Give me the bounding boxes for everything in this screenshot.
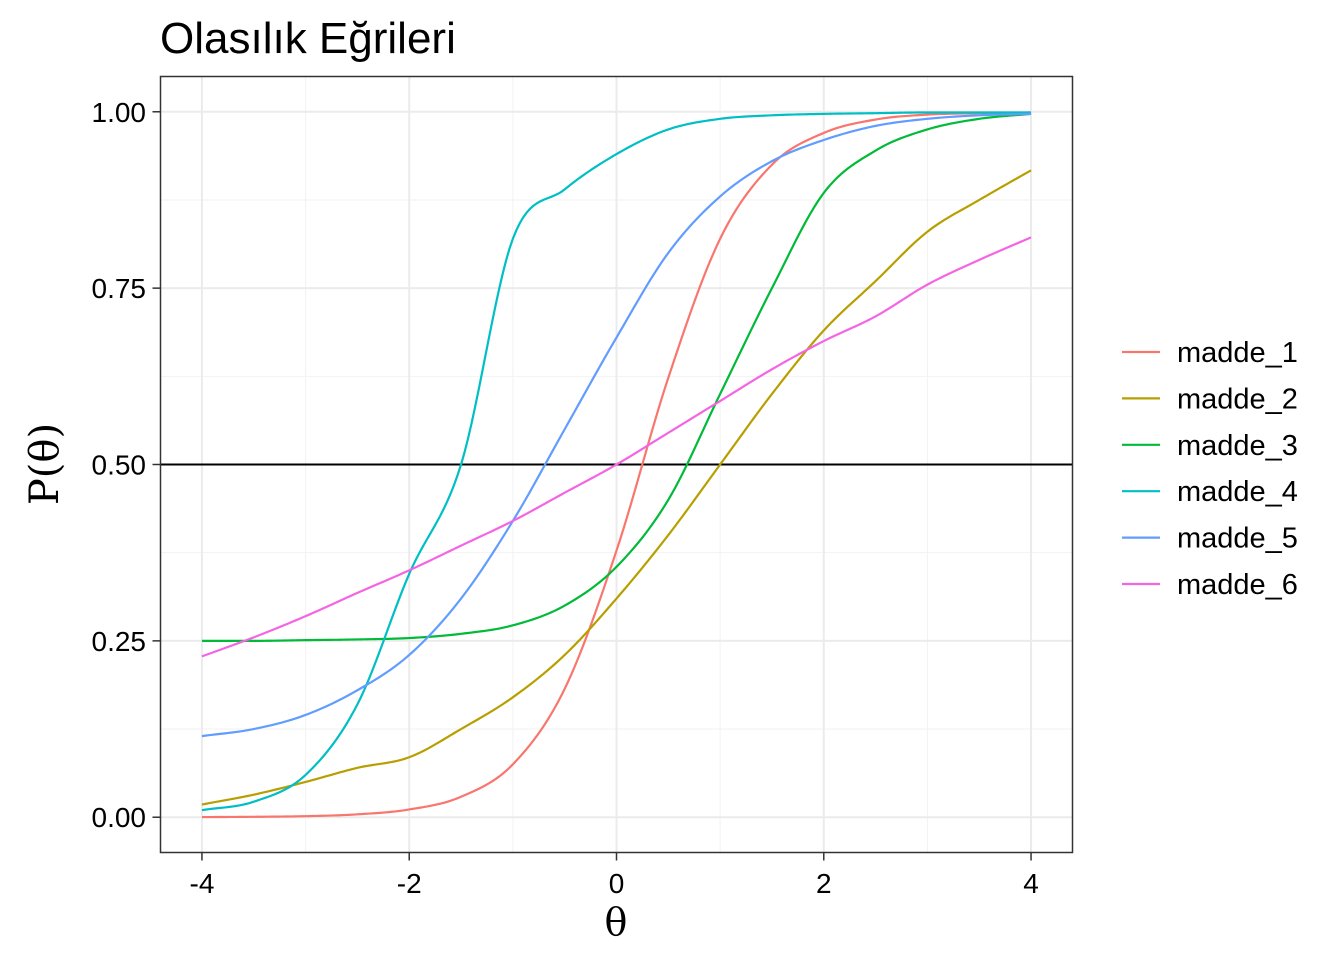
- legend-label-madde_2: madde_2: [1177, 383, 1298, 415]
- series-line-madde_2: [201, 169, 1032, 806]
- series-line-madde_6: [201, 236, 1032, 658]
- series-line-madde_4: [201, 111, 1032, 812]
- y-axis-label: P(θ): [22, 423, 68, 505]
- y-tick-label: 0.50: [92, 450, 147, 481]
- legend-label-madde_4: madde_4: [1177, 476, 1298, 508]
- legend: madde_1 madde_2 madde_3 madde_4 madde_5madde…: [1122, 337, 1298, 601]
- y-tick-label: 0.00: [92, 802, 147, 833]
- legend-label-madde_5: madde_5: [1177, 523, 1298, 555]
- series-line-madde_5: [201, 112, 1032, 738]
- x-tick-label: -4: [190, 868, 215, 899]
- series-line-madde_1: [201, 111, 1032, 819]
- x-axis-label: θ: [605, 900, 628, 944]
- x-tick-label: 0: [609, 868, 625, 899]
- x-tick-label: 4: [1023, 868, 1039, 899]
- x-axis: -4 -2 0 2 4: [190, 852, 1039, 899]
- x-tick-label: -2: [397, 868, 422, 899]
- x-tick-label: 2: [816, 868, 832, 899]
- y-axis: 0.00 0.25 0.50 0.75 1.00: [92, 97, 161, 833]
- legend-label-madde_6: madde_6: [1177, 569, 1298, 601]
- series-line-madde_3: [201, 112, 1032, 642]
- y-tick-label: 0.75: [92, 273, 147, 304]
- chart-title: Olasılık Eğrileri: [160, 14, 456, 63]
- series-layer: [201, 111, 1032, 819]
- legend-label-madde_3: madde_3: [1177, 430, 1298, 462]
- legend-label-madde_1: madde_1: [1177, 337, 1298, 369]
- y-tick-label: 1.00: [92, 97, 147, 128]
- y-tick-label: 0.25: [92, 626, 147, 657]
